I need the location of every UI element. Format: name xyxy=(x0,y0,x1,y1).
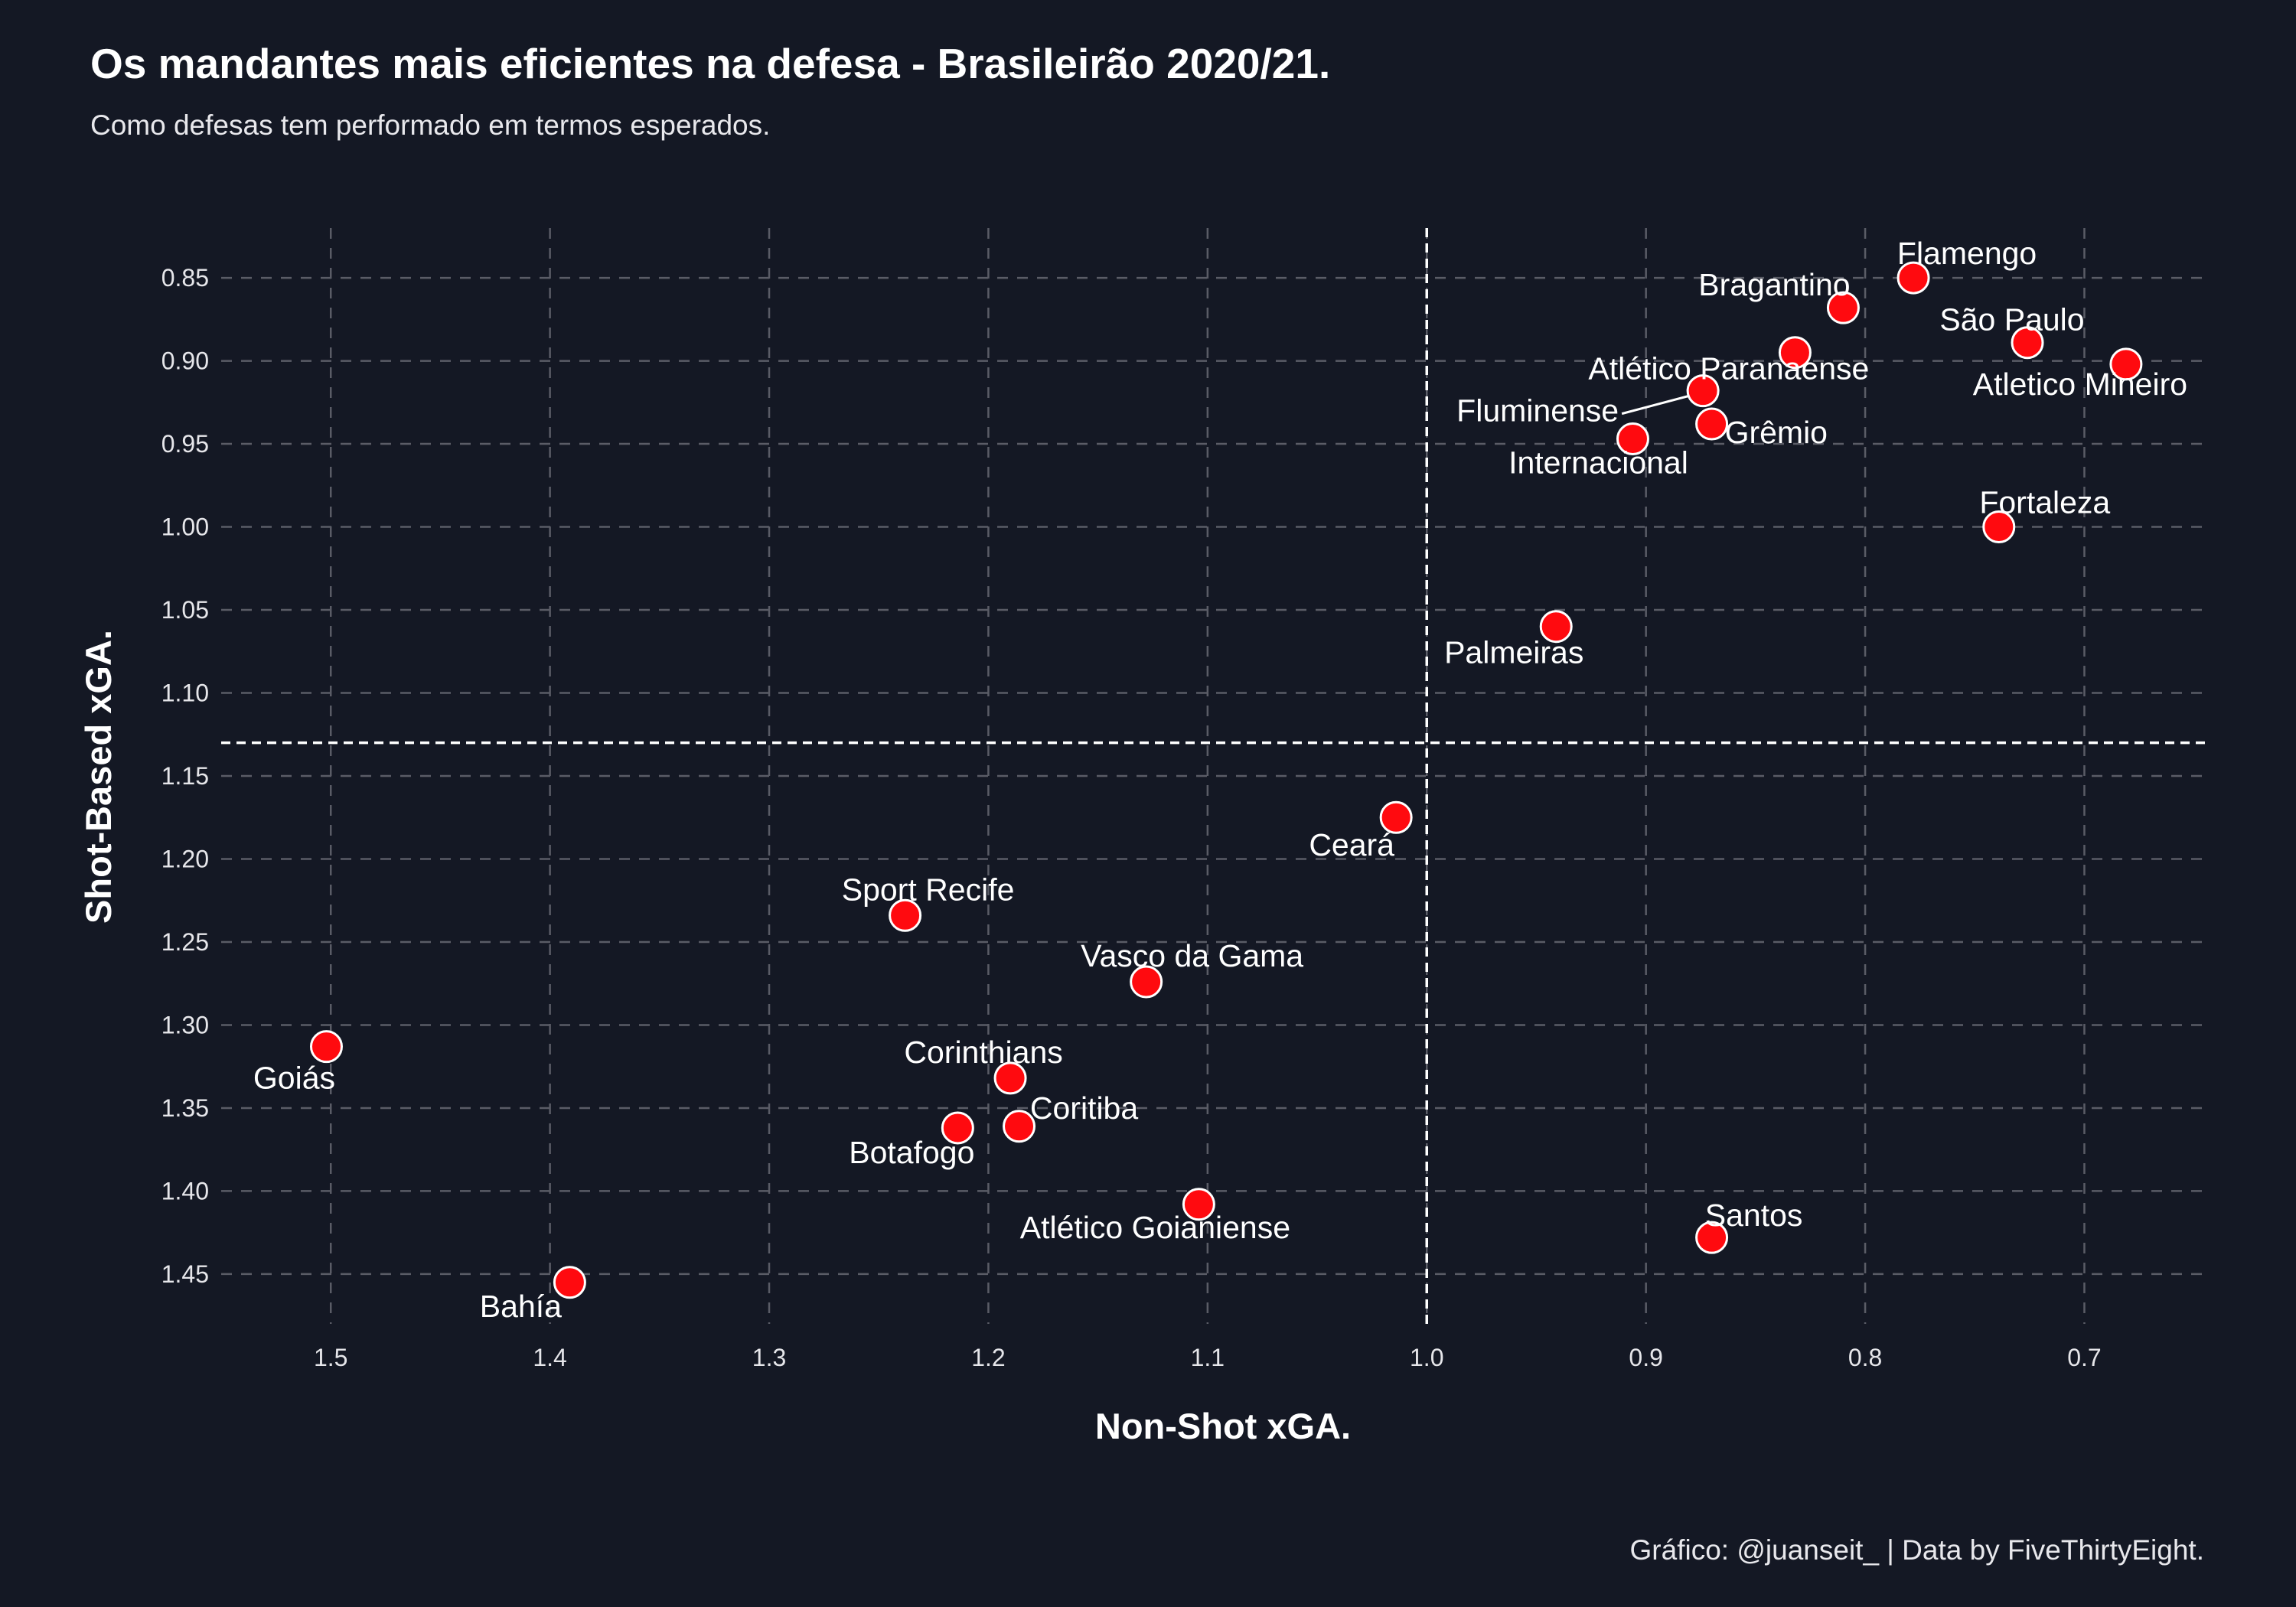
point-label-atletico-paranaense: Atlético Paranaense xyxy=(1588,351,1869,386)
point-sao-paulo xyxy=(2011,326,2044,360)
x-tick-label: 1.1 xyxy=(1191,1344,1225,1371)
point-label-corinthians: Corinthians xyxy=(904,1035,1062,1070)
point-flamengo xyxy=(1896,261,1930,295)
x-axis-title: Non-Shot xGA. xyxy=(1095,1406,1351,1446)
point-labels: Flamengo Bragantino São Paulo Atletico Mine… xyxy=(253,236,2187,1324)
y-tick-label: 1.05 xyxy=(161,596,209,624)
y-tick-label: 0.90 xyxy=(161,347,209,375)
point-atletico-mineiro xyxy=(2109,347,2143,381)
x-tick-label: 1.2 xyxy=(971,1344,1005,1371)
y-tick-label: 1.10 xyxy=(161,680,209,707)
point-santos xyxy=(1695,1221,1729,1254)
point-coritiba xyxy=(1003,1110,1036,1143)
y-tick-label: 1.45 xyxy=(161,1260,209,1288)
point-label-coritiba: Coritiba xyxy=(1030,1090,1138,1126)
point-botafogo xyxy=(941,1111,974,1145)
chart-subtitle: Como defesas tem performado em termos es… xyxy=(90,109,770,141)
point-goias xyxy=(309,1030,343,1064)
point-label-ceara: Ceará xyxy=(1309,827,1394,862)
point-label-sao-paulo: São Paulo xyxy=(1939,302,2084,337)
y-tick-label: 1.20 xyxy=(161,845,209,872)
chart-caption: Gráfico: @juanseit_ | Data by FiveThirty… xyxy=(1630,1534,2204,1566)
x-tick-label: 1.5 xyxy=(314,1344,347,1371)
y-axis-ticks: 0.85 0.90 0.95 1.00 1.05 1.10 1.15 1.20 1.25 1.30… xyxy=(161,264,209,1288)
point-corinthians xyxy=(993,1061,1027,1095)
y-tick-label: 0.95 xyxy=(161,430,209,458)
point-label-fortaleza: Fortaleza xyxy=(1979,485,2110,520)
x-tick-label: 0.9 xyxy=(1629,1344,1662,1371)
y-tick-label: 1.30 xyxy=(161,1011,209,1038)
label-leader-line xyxy=(1621,393,1698,416)
point-label-botafogo: Botafogo xyxy=(849,1135,974,1170)
point-gremio xyxy=(1695,407,1729,441)
point-label-atletico-mineiro: Atletico Mineiro xyxy=(1973,367,2187,402)
y-tick-label: 1.00 xyxy=(161,513,209,541)
y-axis-title: Shot-Based xGA. xyxy=(78,630,119,924)
y-tick-label: 1.40 xyxy=(161,1177,209,1204)
point-label-goias: Goiás xyxy=(253,1061,335,1096)
point-vasco-da-gama xyxy=(1130,965,1163,999)
x-tick-label: 1.0 xyxy=(1410,1344,1443,1371)
chart-title: Os mandantes mais eficientes na defesa -… xyxy=(90,40,1330,87)
y-tick-label: 1.35 xyxy=(161,1094,209,1122)
point-label-santos: Santos xyxy=(1705,1198,1803,1233)
point-label-palmeiras: Palmeiras xyxy=(1444,635,1583,670)
point-label-bahia: Bahía xyxy=(480,1289,562,1324)
point-label-flamengo: Flamengo xyxy=(1897,236,2037,271)
point-label-internacional: Internacional xyxy=(1508,445,1688,481)
x-tick-label: 1.3 xyxy=(752,1344,786,1371)
point-atletico-goianiense xyxy=(1182,1188,1215,1221)
point-bragantino xyxy=(1826,291,1860,324)
point-label-vasco-da-gama: Vasco da Gama xyxy=(1081,938,1303,973)
data-points xyxy=(309,261,2143,1299)
point-palmeiras xyxy=(1539,610,1573,644)
y-tick-label: 1.25 xyxy=(161,928,209,956)
point-fortaleza xyxy=(1982,510,2016,544)
x-axis-ticks: 1.5 1.4 1.3 1.2 1.1 1.0 0.9 0.8 0.7 xyxy=(314,1344,2102,1371)
x-tick-label: 0.7 xyxy=(2067,1344,2101,1371)
point-internacional xyxy=(1616,422,1649,456)
point-label-sport-recife: Sport Recife xyxy=(842,872,1015,907)
point-sport-recife xyxy=(889,898,922,932)
point-ceara xyxy=(1379,800,1413,834)
point-label-gremio: Grêmio xyxy=(1725,415,1828,450)
label-leaders xyxy=(1621,393,1698,416)
point-label-atletico-goianiense: Atlético Goianiense xyxy=(1020,1210,1290,1245)
point-label-bragantino: Bragantino xyxy=(1698,267,1850,302)
reference-lines xyxy=(221,228,2205,1324)
point-label-fluminense: Fluminense xyxy=(1456,393,1619,429)
x-tick-label: 0.8 xyxy=(1848,1344,1882,1371)
point-fluminense xyxy=(1686,374,1720,408)
y-tick-label: 0.85 xyxy=(161,264,209,292)
y-tick-label: 1.15 xyxy=(161,762,209,790)
grid-lines xyxy=(221,228,2205,1324)
point-bahia xyxy=(553,1266,586,1299)
point-atletico-paranaense xyxy=(1778,336,1812,370)
x-tick-label: 1.4 xyxy=(533,1344,566,1371)
